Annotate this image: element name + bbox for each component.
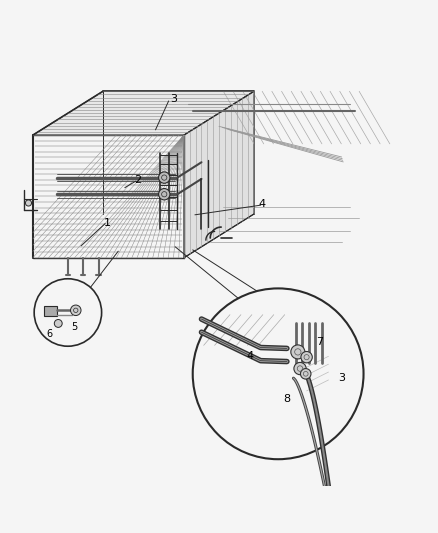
Circle shape: [193, 288, 364, 459]
Text: 5: 5: [71, 322, 78, 332]
Circle shape: [301, 351, 312, 363]
Text: 4: 4: [258, 199, 265, 209]
Text: 3: 3: [170, 94, 177, 104]
Circle shape: [34, 279, 102, 346]
Circle shape: [291, 345, 305, 359]
Text: 8: 8: [283, 394, 290, 404]
Circle shape: [25, 200, 32, 206]
Circle shape: [54, 319, 62, 327]
Circle shape: [159, 189, 170, 200]
Text: 7: 7: [316, 337, 323, 348]
Circle shape: [159, 172, 170, 183]
Polygon shape: [184, 91, 254, 258]
Polygon shape: [44, 306, 57, 316]
Text: 4: 4: [246, 351, 253, 361]
Text: 1: 1: [104, 217, 111, 228]
Text: 6: 6: [46, 328, 53, 338]
Polygon shape: [33, 91, 254, 135]
Text: 3: 3: [338, 373, 345, 383]
Circle shape: [71, 305, 81, 316]
Circle shape: [294, 362, 306, 375]
Circle shape: [300, 368, 311, 379]
Text: 2: 2: [134, 175, 141, 185]
